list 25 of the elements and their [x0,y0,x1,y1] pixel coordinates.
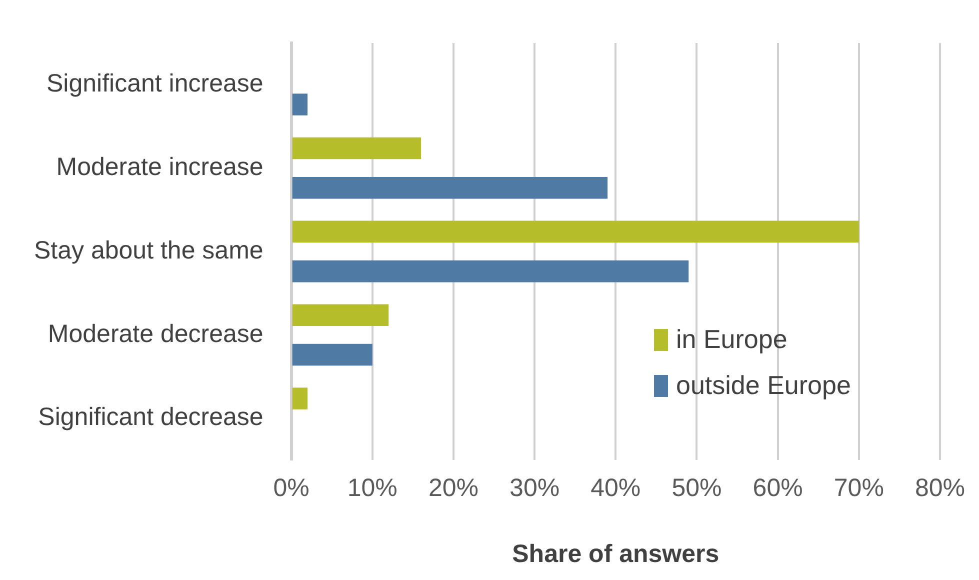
x-tick-label: 30% [510,474,560,502]
bar [292,220,859,243]
bar [292,388,308,410]
y-tick-label: Significant increase [46,70,264,98]
x-tick-label: 40% [590,474,641,502]
x-tick-label: 80% [914,474,966,502]
bar [292,304,389,326]
x-tick-label: 10% [347,474,398,502]
x-tick-label: 70% [834,474,884,502]
x-tick-label: 60% [752,474,803,502]
y-tick-label: Stay about the same [34,236,264,264]
x-axis-title: Share of answers [512,540,720,568]
legend-label: outside Europe [676,370,851,400]
x-tick-label: 50% [672,474,722,502]
bar [292,94,308,116]
bar [292,177,608,199]
y-tick-label: Significant decrease [38,403,264,432]
bar [292,260,689,282]
legend-label: in Europe [676,324,788,354]
x-tick-label: 20% [428,474,478,502]
y-tick-label: Moderate decrease [48,320,264,348]
x-tick-label: 0% [273,474,310,502]
bar [292,344,372,366]
bar [292,137,422,160]
y-tick-label: Moderate increase [56,152,264,181]
